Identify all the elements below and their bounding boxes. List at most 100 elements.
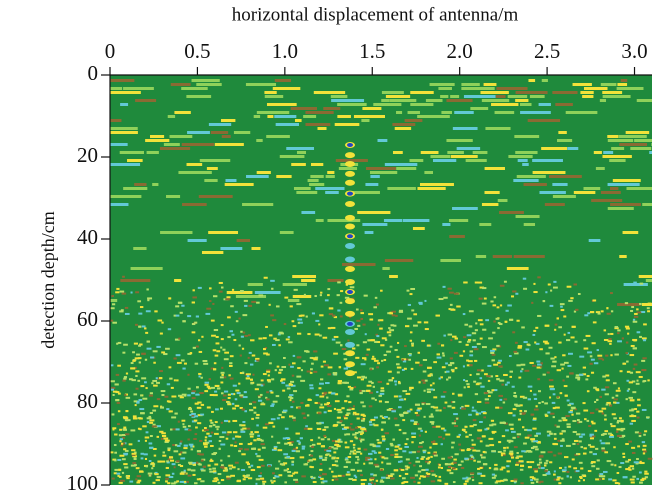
texture-speckle xyxy=(536,463,541,466)
texture-speckle xyxy=(189,462,194,465)
texture-speckle xyxy=(168,476,174,479)
texture-speckle xyxy=(291,374,295,377)
texture-speckle xyxy=(275,467,280,470)
texture-speckle xyxy=(322,428,327,431)
texture-speckle xyxy=(638,471,642,474)
texture-speckle xyxy=(542,474,547,477)
texture-speckle xyxy=(369,318,374,321)
texture-speckle xyxy=(474,393,479,396)
texture-speckle xyxy=(352,433,357,436)
texture-speckle xyxy=(319,382,324,385)
texture-speckle xyxy=(259,472,263,475)
texture-speckle xyxy=(592,299,597,302)
texture-speckle xyxy=(506,460,512,463)
texture-streak xyxy=(567,147,579,150)
texture-speckle xyxy=(556,395,559,398)
texture-streak xyxy=(515,215,540,218)
texture-speckle xyxy=(573,407,576,410)
texture-speckle xyxy=(140,452,144,455)
texture-speckle xyxy=(200,459,204,462)
texture-speckle xyxy=(358,431,362,434)
texture-speckle xyxy=(386,408,392,411)
texture-speckle xyxy=(451,406,456,409)
texture-speckle xyxy=(168,366,172,369)
texture-speckle xyxy=(310,466,314,469)
texture-speckle xyxy=(479,454,483,457)
texture-speckle xyxy=(120,444,124,447)
texture-speckle xyxy=(604,393,609,396)
texture-speckle xyxy=(408,354,412,357)
texture-speckle xyxy=(192,296,197,299)
texture-speckle xyxy=(258,475,262,478)
texture-speckle xyxy=(394,380,397,383)
texture-speckle xyxy=(573,467,578,470)
texture-speckle xyxy=(518,455,523,458)
texture-speckle xyxy=(206,307,212,310)
texture-speckle xyxy=(149,446,154,449)
texture-speckle xyxy=(491,473,496,476)
texture-speckle xyxy=(604,386,610,389)
texture-speckle xyxy=(448,364,452,367)
texture-speckle xyxy=(335,440,340,443)
texture-speckle xyxy=(400,414,404,417)
texture-speckle xyxy=(610,310,614,313)
texture-speckle xyxy=(558,482,562,485)
texture-speckle xyxy=(641,408,647,411)
texture-speckle xyxy=(292,419,296,422)
texture-streak xyxy=(527,119,561,122)
texture-speckle xyxy=(456,435,460,438)
texture-speckle xyxy=(314,333,320,336)
texture-speckle xyxy=(402,450,407,453)
texture-speckle xyxy=(423,389,426,392)
texture-speckle xyxy=(424,328,429,331)
texture-speckle xyxy=(622,456,626,459)
texture-speckle xyxy=(333,373,337,376)
texture-speckle xyxy=(408,388,412,391)
texture-streak xyxy=(392,123,416,126)
texture-speckle xyxy=(402,432,407,435)
texture-speckle xyxy=(373,424,379,427)
texture-speckle xyxy=(121,292,127,295)
texture-speckle xyxy=(123,376,128,379)
texture-streak xyxy=(617,303,641,306)
texture-speckle xyxy=(595,478,600,481)
texture-speckle xyxy=(376,366,380,369)
texture-streak xyxy=(600,191,621,194)
texture-speckle xyxy=(609,423,613,426)
texture-streak xyxy=(127,159,143,162)
texture-speckle xyxy=(239,424,242,427)
texture-speckle xyxy=(121,471,125,474)
texture-speckle xyxy=(570,406,576,409)
texture-speckle xyxy=(331,479,334,482)
texture-streak xyxy=(609,159,626,162)
texture-speckle xyxy=(212,302,215,305)
texture-speckle xyxy=(491,423,497,426)
texture-speckle xyxy=(150,356,155,359)
texture-speckle xyxy=(237,468,240,471)
texture-speckle xyxy=(209,287,212,290)
texture-speckle xyxy=(398,474,402,477)
texture-speckle xyxy=(522,277,527,280)
texture-streak xyxy=(170,83,191,86)
texture-speckle xyxy=(151,467,154,470)
texture-speckle xyxy=(284,296,289,299)
texture-speckle xyxy=(331,464,337,467)
texture-speckle xyxy=(332,314,336,317)
texture-speckle xyxy=(307,427,313,430)
texture-speckle xyxy=(199,439,203,442)
texture-speckle xyxy=(499,304,503,307)
texture-speckle xyxy=(497,321,501,324)
texture-streak xyxy=(636,99,652,102)
texture-speckle xyxy=(475,383,480,386)
texture-speckle xyxy=(165,347,170,350)
texture-speckle xyxy=(645,416,650,419)
texture-speckle xyxy=(417,407,422,410)
texture-speckle xyxy=(391,410,397,413)
texture-speckle xyxy=(613,417,617,420)
texture-streak xyxy=(404,119,423,122)
texture-speckle xyxy=(466,364,470,367)
texture-speckle xyxy=(498,323,503,326)
texture-speckle xyxy=(470,472,475,475)
texture-speckle xyxy=(354,413,360,416)
texture-speckle xyxy=(575,308,579,311)
